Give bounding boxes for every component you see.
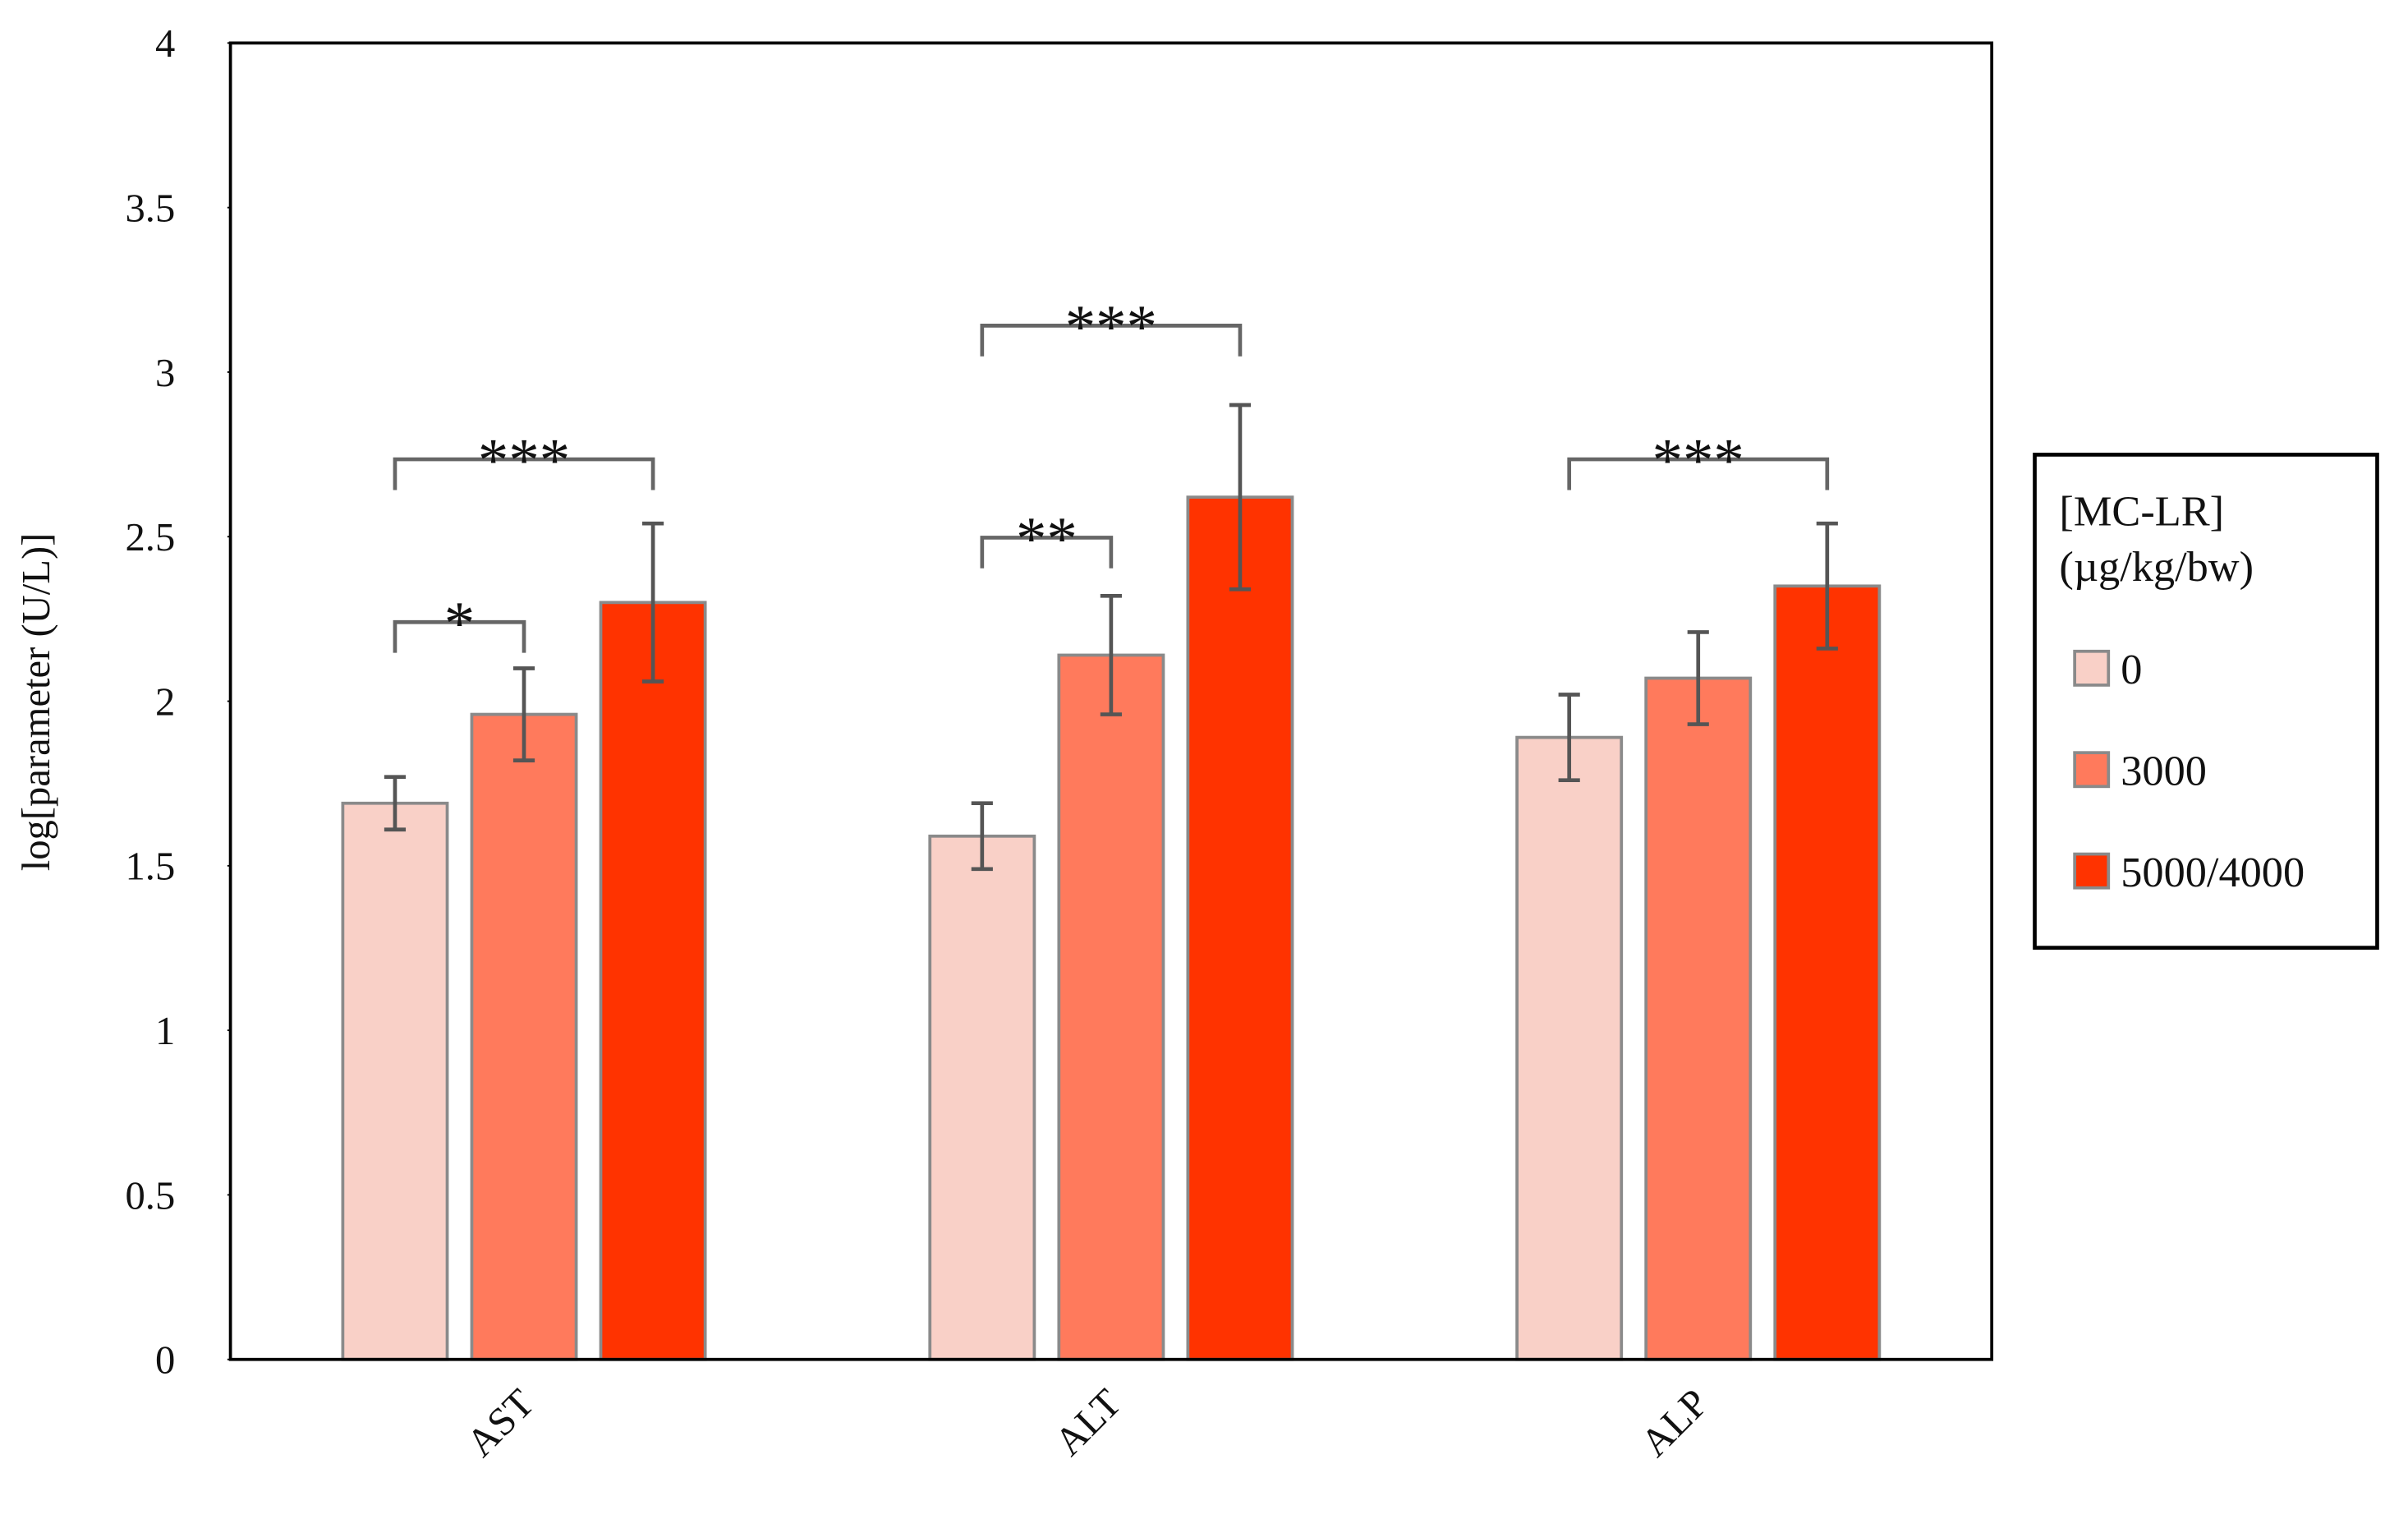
significance-label: *** <box>1065 293 1157 361</box>
y-tick-label: 4 <box>155 21 175 66</box>
error-bar <box>512 666 535 762</box>
x-tick-label: ALT <box>1046 1380 1130 1464</box>
bar <box>928 834 1036 1361</box>
y-tick-label: 2.5 <box>126 515 176 559</box>
bar <box>470 712 578 1361</box>
legend-swatch <box>2073 852 2111 890</box>
legend-title: [MC-LR] <box>2059 487 2224 535</box>
y-tick-label: 1.5 <box>126 845 176 889</box>
bar <box>599 601 707 1361</box>
plot-frame <box>228 41 1994 1361</box>
error-bar <box>384 775 407 832</box>
y-tick-label: 2 <box>155 679 175 724</box>
bar <box>1773 584 1882 1361</box>
bar <box>341 801 449 1361</box>
x-tick-label: AST <box>458 1380 543 1465</box>
legend-swatch <box>2073 751 2111 789</box>
y-tick-label: 0 <box>155 1338 175 1383</box>
significance-label: *** <box>478 426 570 495</box>
legend-label: 3000 <box>2121 747 2207 794</box>
significance-bracket <box>1567 457 1830 490</box>
y-tick-label: 1 <box>155 1009 175 1053</box>
legend-label: 5000/4000 <box>2121 849 2305 896</box>
significance-bracket <box>980 324 1243 357</box>
legend-swatch <box>2073 649 2111 687</box>
significance-label: * <box>444 589 475 657</box>
error-bar <box>1687 630 1709 726</box>
significance-bracket <box>980 536 1114 569</box>
y-tick-label: 0.5 <box>126 1173 176 1218</box>
y-tick-label: 3.5 <box>126 186 176 230</box>
error-bar <box>1558 693 1580 783</box>
error-bar <box>1816 521 1838 651</box>
bar <box>1186 495 1294 1361</box>
legend-label: 0 <box>2121 646 2142 693</box>
bar <box>1644 676 1753 1361</box>
significance-label: *** <box>1652 426 1744 495</box>
significance-bracket <box>393 619 526 653</box>
y-axis-title: log[parameter (U/L)] <box>14 533 58 872</box>
legend-title: (µg/kg/bw) <box>2059 543 2254 591</box>
x-tick-label: ALP <box>1632 1380 1716 1465</box>
bar <box>1515 735 1624 1361</box>
error-bar <box>971 801 993 872</box>
y-tick-label: 3 <box>155 351 175 395</box>
significance-label: ** <box>1016 505 1078 573</box>
significance-bracket <box>393 457 655 490</box>
bar <box>1057 653 1165 1361</box>
error-bar <box>641 521 664 684</box>
error-bar <box>1100 594 1122 716</box>
error-bar <box>1229 403 1252 592</box>
